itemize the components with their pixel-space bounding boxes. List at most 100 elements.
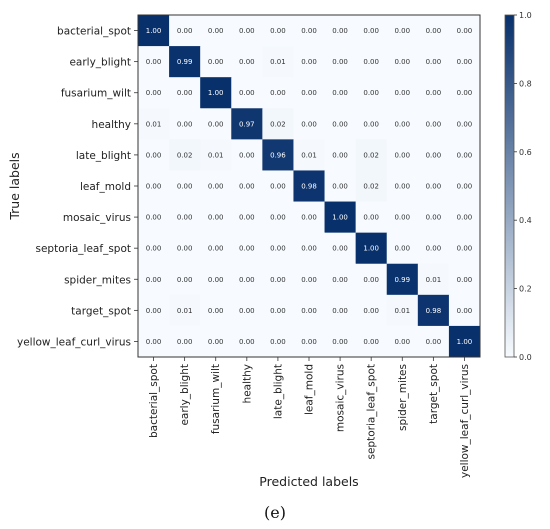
- cell-value-label: 0.00: [270, 214, 286, 222]
- heatmap-cell: [448, 15, 481, 47]
- cell-value-label: 0.00: [239, 58, 255, 66]
- cell-value-label: 1.00: [332, 214, 348, 222]
- heatmap-cell: [138, 170, 170, 202]
- heatmap-cell: [200, 170, 232, 202]
- cell-value-label: 0.00: [332, 151, 348, 159]
- cell-value-label: 0.00: [457, 151, 473, 159]
- cell-value-label: 0.00: [457, 307, 473, 315]
- heatmap-cell: [262, 325, 294, 358]
- heatmap-cell: [324, 170, 357, 202]
- cell-value-label: 0.00: [146, 245, 162, 253]
- cell-value-label: 0.00: [239, 307, 255, 315]
- heatmap-cell: [231, 77, 263, 109]
- heatmap-cell: [138, 263, 170, 296]
- heatmap-cell: [200, 46, 232, 78]
- cell-value-label: 0.00: [208, 214, 224, 222]
- heatmap-cell: [448, 77, 481, 109]
- x-tick-label: target_spot: [428, 364, 440, 424]
- heatmap-cell: [386, 201, 419, 234]
- heatmap-cell: [231, 294, 263, 327]
- heatmap-cell: [355, 263, 388, 296]
- heatmap-cell: [355, 15, 388, 47]
- cell-value-label: 0.00: [239, 151, 255, 159]
- cell-value-label: 0.00: [270, 89, 286, 97]
- heatmap-cell: [386, 108, 419, 140]
- cell-value-label: 0.00: [270, 27, 286, 35]
- heatmap-cell: [355, 294, 388, 327]
- cell-value-label: 0.00: [332, 276, 348, 284]
- cell-value-label: 0.00: [301, 214, 317, 222]
- heatmap-cell: [417, 263, 450, 296]
- heatmap-cell: [169, 77, 201, 109]
- cell-value-label: 0.00: [208, 338, 224, 346]
- cell-value-label: 0.00: [239, 214, 255, 222]
- cell-value-label: 0.00: [332, 307, 348, 315]
- cell-value-label: 0.00: [239, 276, 255, 284]
- heatmap-cell: [138, 201, 170, 234]
- cell-value-label: 0.00: [426, 151, 442, 159]
- cell-value-label: 1.00: [457, 338, 473, 346]
- cell-value-label: 0.00: [177, 120, 193, 128]
- heatmap-cell: [417, 232, 450, 265]
- x-tick-label: healthy: [241, 364, 253, 403]
- x-tick-label: fusarium_wilt: [210, 364, 222, 434]
- cell-value-label: 0.00: [301, 276, 317, 284]
- heatmap-cell: [200, 263, 232, 296]
- heatmap-cell: [262, 77, 294, 109]
- heatmap-cell: [355, 139, 388, 171]
- heatmap-cell: [262, 232, 294, 265]
- heatmap-cell: [386, 139, 419, 171]
- cell-value-label: 0.99: [394, 276, 410, 284]
- cell-value-label: 0.00: [146, 183, 162, 191]
- heatmap-cell: [231, 15, 263, 47]
- heatmap-cell: [169, 325, 201, 358]
- cell-value-label: 1.00: [363, 245, 379, 253]
- cell-value-label: 0.00: [301, 245, 317, 253]
- cell-value-label: 0.00: [332, 89, 348, 97]
- heatmap-cell: [169, 263, 201, 296]
- cell-value-label: 0.00: [301, 120, 317, 128]
- heatmap-cell: [355, 201, 388, 234]
- heatmap-cell: [417, 139, 450, 171]
- heatmap-cell: [293, 170, 325, 202]
- heatmap-cell: [262, 263, 294, 296]
- heatmap-cell: [200, 139, 232, 171]
- cell-value-label: 0.01: [426, 276, 442, 284]
- x-tick-label: septoria_leaf_spot: [366, 364, 378, 460]
- cell-value-label: 0.00: [146, 307, 162, 315]
- heatmap-cell: [200, 201, 232, 234]
- cell-value-label: 0.00: [394, 27, 410, 35]
- cell-value-label: 0.00: [270, 183, 286, 191]
- x-tick-label: mosaic_virus: [335, 364, 347, 432]
- x-tick-label: yellow_leaf_curl_virus: [459, 364, 471, 478]
- heatmap-cell: [169, 170, 201, 202]
- heatmap-cell: [324, 263, 357, 296]
- heatmap-cell: [355, 170, 388, 202]
- cell-value-label: 0.00: [363, 89, 379, 97]
- heatmap-cell: [324, 77, 357, 109]
- cell-value-label: 0.00: [177, 89, 193, 97]
- cell-value-label: 0.00: [457, 276, 473, 284]
- y-tick-label: target_spot: [71, 305, 131, 317]
- heatmap-cell: [293, 15, 325, 47]
- heatmap-cell: [324, 294, 357, 327]
- figure-caption: (e): [264, 503, 286, 522]
- heatmap-cell: [417, 170, 450, 202]
- cell-value-label: 0.00: [270, 307, 286, 315]
- cell-value-label: 0.00: [394, 89, 410, 97]
- cell-value-label: 0.00: [208, 245, 224, 253]
- cell-value-label: 0.00: [177, 338, 193, 346]
- heatmap-cell: [262, 15, 294, 47]
- cell-value-label: 0.98: [426, 307, 442, 315]
- cell-value-label: 0.00: [239, 89, 255, 97]
- colorbar-tick-label: 0.4: [519, 216, 532, 225]
- heatmap-cell: [448, 201, 481, 234]
- heatmap-cell: [417, 108, 450, 140]
- cell-value-label: 0.00: [301, 338, 317, 346]
- colorbar-tick-label: 0.2: [519, 285, 532, 294]
- heatmap-cell: [200, 325, 232, 358]
- heatmap-cell: [324, 108, 357, 140]
- cell-value-label: 0.00: [270, 245, 286, 253]
- cell-value-label: 0.00: [426, 27, 442, 35]
- cell-value-label: 0.00: [332, 120, 348, 128]
